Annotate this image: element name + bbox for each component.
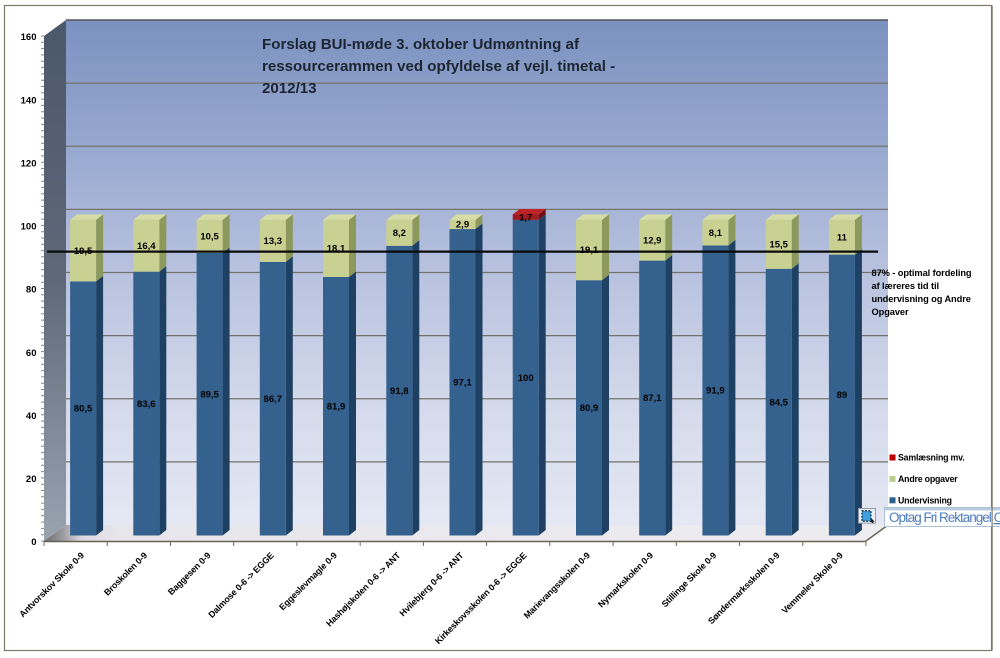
svg-text:91,9: 91,9 (706, 386, 725, 397)
svg-text:12,9: 12,9 (643, 235, 662, 246)
svg-text:15,5: 15,5 (769, 240, 788, 251)
svg-text:Andre opgaver: Andre opgaver (898, 474, 958, 484)
svg-text:Opgaver: Opgaver (872, 307, 910, 317)
svg-text:8,2: 8,2 (393, 228, 406, 239)
svg-text:89,5: 89,5 (200, 390, 219, 401)
svg-text:8,1: 8,1 (709, 228, 723, 239)
svg-text:0: 0 (31, 537, 36, 548)
svg-text:100: 100 (21, 222, 37, 233)
svg-text:140: 140 (21, 95, 37, 106)
svg-text:Undervisning: Undervisning (898, 495, 952, 505)
svg-text:83,6: 83,6 (137, 399, 156, 410)
svg-text:60: 60 (26, 348, 37, 359)
svg-text:19,5: 19,5 (74, 246, 93, 257)
svg-text:160: 160 (21, 32, 37, 43)
svg-text:80,5: 80,5 (74, 404, 93, 415)
svg-text:80: 80 (26, 285, 37, 296)
svg-text:20: 20 (26, 474, 37, 485)
svg-text:undervisning og Andre: undervisning og Andre (872, 294, 971, 304)
svg-text:16,4: 16,4 (137, 241, 156, 252)
svg-text:af læreres tid til: af læreres tid til (872, 281, 939, 291)
svg-text:10,5: 10,5 (200, 232, 219, 243)
svg-text:19,1: 19,1 (580, 245, 599, 256)
svg-text:ressourcerammen ved opfyldelse: ressourcerammen ved opfyldelse af vejl. … (262, 58, 615, 75)
svg-text:80,9: 80,9 (580, 403, 599, 414)
svg-text:18,1: 18,1 (327, 244, 346, 255)
svg-text:120: 120 (21, 158, 37, 169)
svg-text:97,1: 97,1 (453, 378, 472, 389)
svg-text:Forslag BUI-møde 3. oktober Ud: Forslag BUI-møde 3. oktober Udmøntning a… (262, 36, 580, 53)
svg-text:2012/13: 2012/13 (262, 80, 317, 97)
svg-text:11: 11 (837, 232, 848, 243)
svg-text:87,1: 87,1 (643, 393, 662, 404)
svg-text:2,9: 2,9 (456, 220, 469, 231)
svg-text:81,9: 81,9 (327, 402, 346, 413)
svg-text:13,3: 13,3 (264, 236, 283, 247)
svg-text:89: 89 (837, 390, 848, 401)
svg-text:Optag Fri Rektangel Op: Optag Fri Rektangel Op (889, 510, 1000, 525)
svg-text:100: 100 (518, 373, 534, 384)
svg-text:91,8: 91,8 (390, 386, 409, 397)
svg-text:84,5: 84,5 (769, 397, 788, 408)
svg-text:86,7: 86,7 (264, 394, 283, 405)
svg-text:1,7: 1,7 (519, 212, 532, 223)
svg-text:Samlæsning mv.: Samlæsning mv. (898, 453, 964, 463)
svg-text:40: 40 (26, 411, 37, 422)
svg-text:87% - optimal fordeling: 87% - optimal fordeling (872, 268, 972, 278)
